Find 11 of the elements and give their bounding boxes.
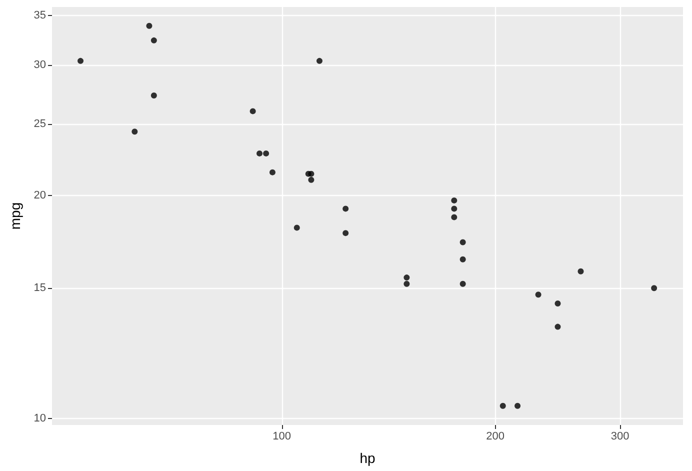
x-tick-label: 100 — [272, 430, 292, 442]
x-axis-title: hp — [360, 450, 376, 466]
y-tick-label: 15 — [34, 282, 46, 294]
y-tick-label: 35 — [34, 10, 46, 22]
y-tick-label: 30 — [34, 59, 46, 72]
y-axis-title: mpg — [7, 202, 23, 230]
y-tick-label: 20 — [34, 190, 46, 202]
y-tick-label: 25 — [34, 118, 46, 130]
x-tick-label: 300 — [610, 430, 630, 442]
x-tick-label: 200 — [486, 430, 504, 442]
y-tick-label: 10 — [34, 412, 46, 425]
